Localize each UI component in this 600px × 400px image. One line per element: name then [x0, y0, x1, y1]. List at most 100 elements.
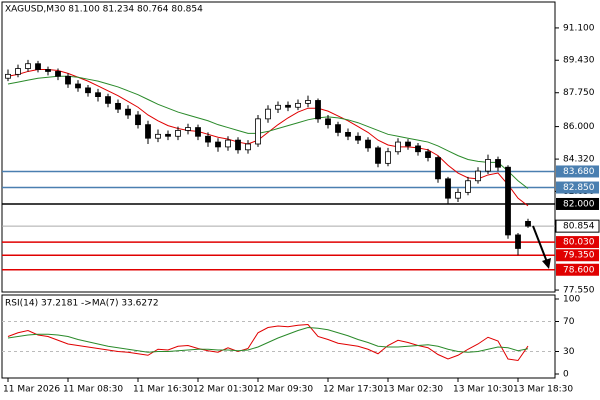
candle-body — [445, 178, 451, 199]
level-label: 80.030 — [563, 238, 595, 248]
level-label-box — [556, 263, 599, 276]
candle-body — [255, 118, 261, 145]
candle-body — [225, 139, 231, 148]
candle-body — [295, 102, 301, 108]
candle-body — [205, 135, 211, 143]
candle-body — [315, 100, 321, 120]
level-label: 79.350 — [563, 251, 595, 261]
x-tick-label: 12 Mar 17:30 — [323, 385, 383, 395]
level-label-box — [556, 236, 599, 249]
candle-body — [525, 220, 531, 227]
candle-body — [155, 133, 161, 139]
price-panel — [1, 1, 556, 293]
candle-body — [515, 234, 521, 249]
y-tick-label: 86.000 — [563, 122, 595, 132]
rsi-tick-label: 70 — [563, 317, 575, 327]
rsi-title: RSI(14) 37.2181 ->MA(7) 33.6272 — [5, 299, 159, 309]
candle-body — [15, 68, 21, 75]
candle-body — [165, 133, 171, 137]
x-tick-label: 13 Mar 18:30 — [513, 385, 573, 395]
candle-body — [275, 104, 281, 110]
candle-body — [395, 141, 401, 153]
candle-body — [365, 139, 371, 149]
candle-body — [345, 131, 351, 137]
rsi-line — [7, 323, 529, 362]
level-label: 83.680 — [563, 167, 595, 177]
candle-body — [105, 96, 111, 104]
moving-average — [7, 75, 529, 189]
candle-body — [465, 180, 471, 193]
y-tick-label: 87.750 — [563, 88, 595, 98]
level-label-box — [556, 197, 599, 210]
candle-body — [245, 143, 251, 151]
candle-body — [175, 130, 181, 137]
x-tick-label: 12 Mar 09:30 — [253, 385, 313, 395]
candle-body — [185, 127, 191, 131]
candle-body — [425, 151, 431, 158]
candle-body — [75, 83, 81, 89]
rsi-tick-label: 0 — [563, 370, 569, 380]
x-tick-label: 11 Mar 16:30 — [133, 385, 193, 395]
y-tick-label: 84.320 — [563, 155, 595, 165]
candle-body — [435, 157, 441, 180]
candle-body — [215, 141, 221, 148]
plot-layer: 91.10089.43087.75086.00084.32082.65077.5… — [2, 23, 600, 395]
x-tick-label: 13 Mar 02:30 — [383, 385, 443, 395]
candle-body — [505, 166, 511, 236]
candle-body — [355, 135, 361, 141]
candle-body — [135, 114, 141, 126]
candle-body — [265, 108, 271, 120]
x-tick-label: 12 Mar 01:30 — [193, 385, 253, 395]
candle-body — [485, 159, 491, 172]
candle-body — [375, 147, 381, 164]
level-label-box — [556, 181, 599, 194]
arrow-shaft — [532, 225, 548, 263]
candle-body — [5, 73, 11, 79]
candle-body — [475, 170, 481, 182]
candle-body — [385, 151, 391, 164]
y-tick-label: 77.550 — [563, 286, 595, 296]
candle-body — [25, 63, 31, 69]
current-price-box — [555, 219, 600, 233]
level-label: 82.850 — [563, 183, 595, 193]
arrow — [532, 225, 551, 269]
rsi-panel — [1, 294, 556, 379]
candle-body — [115, 102, 121, 110]
rsi-line — [7, 326, 529, 353]
arrow-head — [542, 258, 551, 269]
y-tick-label: 91.100 — [563, 23, 595, 33]
candle-body — [85, 87, 91, 94]
candle-body — [45, 69, 51, 72]
level-label-box — [556, 249, 599, 262]
candle-body — [235, 139, 241, 151]
candle-body — [95, 92, 101, 98]
candle-body — [65, 75, 71, 85]
candle-body — [35, 63, 41, 70]
candle-body — [325, 118, 331, 126]
current-price-label: 80.854 — [563, 222, 595, 232]
candle-body — [125, 108, 131, 116]
x-tick-label: 11 Mar 2026 — [3, 385, 60, 395]
x-tick-label: 13 Mar 10:30 — [453, 385, 513, 395]
candle-body — [495, 159, 501, 168]
y-tick-label: 89.430 — [563, 56, 595, 66]
candle-body — [55, 71, 61, 77]
level-label-box — [556, 165, 599, 178]
level-label: 82.000 — [563, 199, 595, 209]
moving-average — [7, 69, 529, 207]
candle-body — [405, 141, 411, 147]
candle-body — [455, 191, 461, 199]
candle-body — [285, 104, 291, 108]
rsi-tick-label: 100 — [563, 295, 580, 305]
candle-body — [335, 124, 341, 133]
rsi-tick-label: 30 — [563, 347, 575, 357]
candle-body — [195, 127, 201, 137]
candle-body — [415, 145, 421, 153]
level-label: 78.600 — [563, 265, 595, 275]
x-tick-label: 11 Mar 08:30 — [63, 385, 123, 395]
chart-title: XAGUSD,M30 81.100 81.234 80.764 80.854 — [5, 5, 203, 15]
candle-body — [145, 124, 151, 139]
candle-body — [305, 100, 311, 104]
